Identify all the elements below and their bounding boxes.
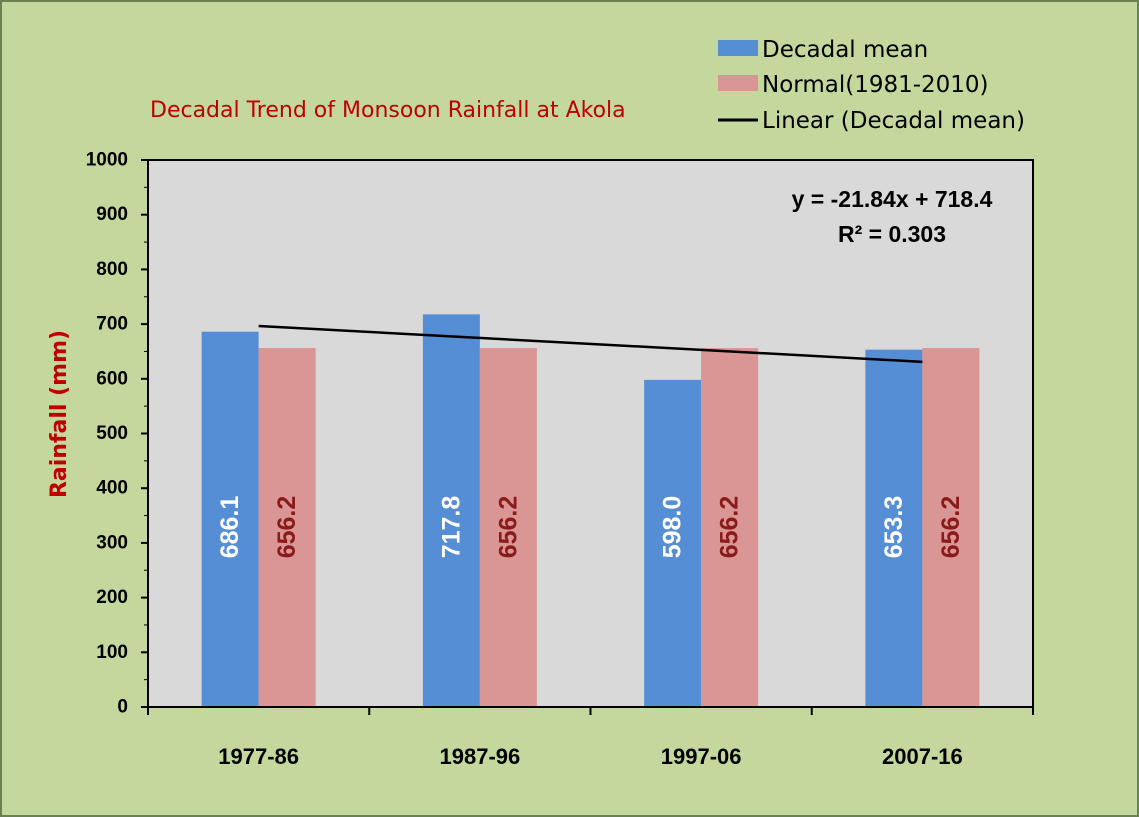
x-tick-label-1997-06: 1997-06 xyxy=(661,744,742,769)
x-tick-label-1977-86: 1977-86 xyxy=(218,744,299,769)
data-label-normal-1977-86: 656.2 xyxy=(273,496,301,559)
bar-decadal-mean-1977-86 xyxy=(201,331,259,707)
y-tick-label-400: 400 xyxy=(96,478,128,499)
bar-decadal-mean-2007-16 xyxy=(865,349,923,707)
y-tick-label-300: 300 xyxy=(96,532,128,553)
data-label-normal-1997-06: 656.2 xyxy=(716,496,744,559)
y-tick-label-900: 900 xyxy=(96,204,128,225)
data-label-decadal-mean-1977-86: 686.1 xyxy=(216,496,244,559)
y-axis-label: Rainfall (mm) xyxy=(47,330,72,498)
trendline-equation: y = -21.84x + 718.4 xyxy=(792,186,993,212)
chart-title: Decadal Trend of Monsoon Rainfall at Ako… xyxy=(150,98,626,123)
trendline xyxy=(258,324,923,364)
axes-layer: 1977-86 1987-96 1997-06 2007-16 0 100 200 300 40… xyxy=(86,150,1034,769)
data-label-normal-2007-16: 656.2 xyxy=(937,496,965,559)
bar-normal-1997-06 xyxy=(701,348,759,707)
bar-normal-1977-86 xyxy=(258,348,316,707)
legend-swatch-normal xyxy=(718,75,758,91)
y-tick-label-500: 500 xyxy=(96,423,128,444)
data-label-normal-1987-96: 656.2 xyxy=(494,496,522,559)
legend-label-trendline: Linear (Decadal mean) xyxy=(762,108,1025,134)
bar-decadal-mean-1997-06 xyxy=(644,379,702,707)
y-tick-label-800: 800 xyxy=(96,259,128,280)
bar-decadal-mean-1987-96 xyxy=(422,314,480,707)
y-tick-label-200: 200 xyxy=(96,587,128,608)
y-tick-label-600: 600 xyxy=(96,368,128,389)
legend-swatch-decadal-mean xyxy=(718,40,758,56)
bars-layer xyxy=(201,314,980,707)
y-tick-label-0: 0 xyxy=(117,697,128,718)
trendline-r2: R² = 0.303 xyxy=(838,221,946,247)
bar-normal-2007-16 xyxy=(922,348,980,707)
y-tick-label-100: 100 xyxy=(96,642,128,663)
legend: Decadal mean Normal(1981-2010) Linear (D… xyxy=(718,37,1025,134)
x-tick-label-1987-96: 1987-96 xyxy=(440,744,521,769)
y-tick-label-1000: 1000 xyxy=(86,150,128,171)
data-label-decadal-mean-2007-16: 653.3 xyxy=(880,496,908,559)
data-labels-layer: 686.1 656.2 717.8 656.2 598.0 656.2 653.3 656.2 xyxy=(216,496,965,559)
data-label-decadal-mean-1987-96: 717.8 xyxy=(437,496,465,559)
x-tick-label-2007-16: 2007-16 xyxy=(882,744,963,769)
data-label-decadal-mean-1997-06: 598.0 xyxy=(659,496,687,559)
bar-normal-1987-96 xyxy=(479,348,537,707)
legend-label-normal: Normal(1981-2010) xyxy=(762,72,989,98)
legend-label-decadal-mean: Decadal mean xyxy=(762,37,928,63)
y-tick-label-700: 700 xyxy=(96,314,128,335)
